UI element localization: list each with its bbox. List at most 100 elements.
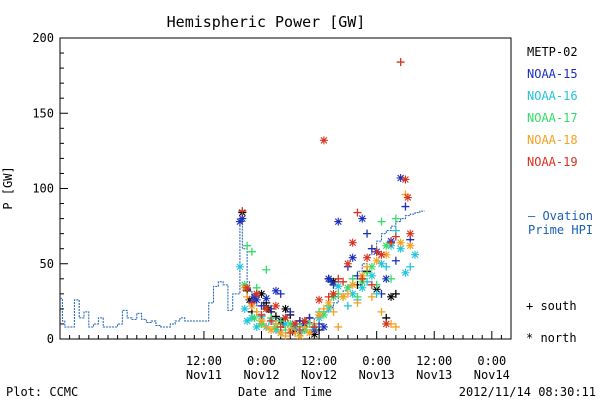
point-north — [267, 325, 276, 334]
point-south — [267, 316, 276, 325]
point-north — [401, 175, 410, 184]
point-south — [372, 247, 381, 256]
point-south — [334, 274, 343, 283]
point-north — [252, 295, 261, 304]
point-north — [396, 238, 405, 247]
point-south — [401, 202, 410, 211]
point-north — [319, 310, 328, 319]
point-north — [348, 253, 357, 262]
x-tick-day: Nov13 — [359, 368, 395, 382]
point-south — [382, 262, 391, 271]
point-north — [348, 238, 357, 247]
point-north — [315, 295, 324, 304]
point-south — [343, 289, 352, 298]
point-south — [339, 277, 348, 286]
point-south — [353, 298, 362, 307]
point-south — [329, 307, 338, 316]
point-south — [391, 289, 400, 298]
x-tick-time: 0:00 — [247, 354, 276, 368]
y-tick-label: 50 — [40, 257, 54, 271]
legend: METP-02 NOAA-15 NOAA-16 NOAA-17 NOAA-18 NOAA-… — [526, 45, 593, 345]
x-tick-time: 12:00 — [416, 354, 452, 368]
point-north — [387, 292, 396, 301]
point-south — [363, 262, 372, 271]
point-south — [262, 265, 271, 274]
point-south — [262, 322, 271, 331]
legend-entry: NOAA-15 — [527, 67, 578, 81]
x-axis-label: Date and Time — [238, 385, 332, 399]
point-north — [406, 241, 415, 250]
x-tick-day: Nov14 — [474, 368, 510, 382]
point-south — [319, 304, 328, 313]
point-north — [382, 250, 391, 259]
point-north — [324, 298, 333, 307]
x-tick-day: Nov12 — [243, 368, 279, 382]
point-north — [401, 268, 410, 277]
point-north — [396, 244, 405, 253]
point-north — [257, 316, 266, 325]
point-north — [334, 282, 343, 291]
point-north — [377, 259, 386, 268]
legend-ovation-line2: Prime HPI — [528, 223, 593, 237]
point-north — [324, 274, 333, 283]
ovation-prime-hpi-line — [60, 210, 425, 329]
point-north — [286, 319, 295, 328]
point-north — [367, 271, 376, 280]
point-north — [406, 229, 415, 238]
point-south — [377, 217, 386, 226]
point-north — [372, 256, 381, 265]
point-south — [286, 328, 295, 337]
point-south — [406, 262, 415, 271]
point-south — [247, 298, 256, 307]
point-north — [343, 283, 352, 292]
point-north — [281, 319, 290, 328]
point-north — [245, 295, 254, 304]
point-north — [310, 330, 319, 339]
point-north — [271, 301, 280, 310]
point-south — [334, 322, 343, 331]
legend-entry: NOAA-18 — [527, 133, 578, 147]
series-noaa-19 — [238, 58, 415, 337]
point-south — [391, 232, 400, 241]
point-north — [305, 328, 314, 337]
point-north — [348, 289, 357, 298]
point-north — [358, 283, 367, 292]
point-north — [262, 304, 271, 313]
point-south — [276, 289, 285, 298]
point-north — [339, 292, 348, 301]
point-north — [281, 304, 290, 313]
x-axis: 12:00Nov110:00Nov1212:00Nov120:00Nov1312… — [69, 331, 510, 382]
footer-plot-source: Plot: CCMC — [6, 385, 78, 399]
legend-entry: NOAA-19 — [527, 155, 578, 169]
point-north — [372, 285, 381, 294]
point-south — [310, 322, 319, 331]
point-south — [271, 319, 280, 328]
point-south — [276, 322, 285, 331]
point-south — [257, 310, 266, 319]
point-north — [257, 289, 266, 298]
point-north — [235, 262, 244, 271]
point-south — [363, 229, 372, 238]
point-south — [257, 301, 266, 310]
point-north — [363, 253, 372, 262]
point-north — [358, 214, 367, 223]
ovation-series — [60, 210, 425, 329]
point-north — [348, 280, 357, 289]
point-north — [343, 259, 352, 268]
point-north — [411, 250, 420, 259]
legend-north: * north — [526, 331, 577, 345]
point-south — [391, 256, 400, 265]
point-north — [382, 241, 391, 250]
legend-entry: NOAA-16 — [527, 89, 578, 103]
point-north — [300, 316, 309, 325]
x-tick-day: Nov12 — [301, 368, 337, 382]
plot-frame — [59, 37, 512, 340]
point-south — [286, 307, 295, 316]
point-north — [396, 173, 405, 182]
x-tick-time: 0:00 — [362, 354, 391, 368]
point-north — [250, 313, 259, 322]
point-south — [372, 289, 381, 298]
point-north — [240, 304, 249, 313]
point-south — [238, 207, 247, 216]
